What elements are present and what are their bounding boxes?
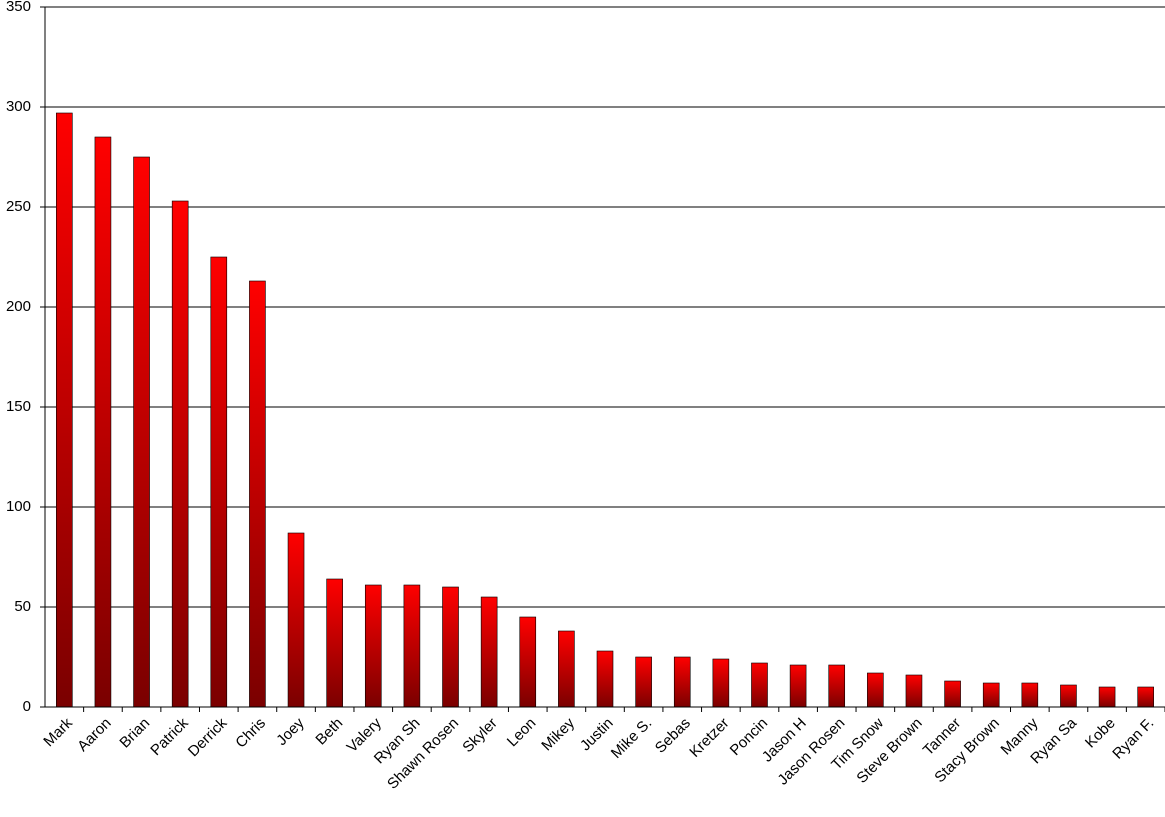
- y-tick-label: 250: [6, 198, 31, 215]
- y-tick-label: 100: [6, 498, 31, 515]
- bar: [673, 656, 691, 708]
- bar: [1021, 682, 1039, 708]
- x-tick-label: Leon: [504, 715, 540, 751]
- x-tick-label: Kretzer: [686, 715, 732, 761]
- y-tick-label: 50: [14, 598, 31, 615]
- bar: [56, 112, 73, 708]
- bar: [982, 682, 1000, 708]
- bar: [287, 532, 305, 708]
- x-tick-label: Aaron: [74, 715, 114, 755]
- bar: [133, 156, 150, 708]
- bar: [751, 662, 768, 708]
- x-tick-label: Mikey: [538, 714, 578, 754]
- x-tick-label: Patrick: [147, 714, 192, 759]
- y-tick-label: 200: [6, 298, 31, 315]
- bar: [635, 656, 652, 708]
- bar: [828, 664, 846, 708]
- x-tick-label: Derrick: [185, 714, 231, 760]
- x-tick-label: Joey: [273, 714, 308, 749]
- bar: [171, 200, 189, 708]
- x-tick-label: Beth: [312, 715, 346, 749]
- bar: [1137, 686, 1154, 708]
- bar: [249, 280, 266, 708]
- bar: [1098, 686, 1116, 708]
- bar: [789, 664, 807, 708]
- bar: [210, 256, 228, 708]
- x-tick-label: Ryan F.: [1109, 715, 1157, 763]
- bar: [905, 674, 923, 708]
- bar: [867, 672, 884, 708]
- x-tick-label: Mike S.: [608, 715, 655, 762]
- y-tick-label: 300: [6, 98, 31, 115]
- x-tick-label: Chris: [232, 715, 269, 752]
- bar: [94, 136, 112, 708]
- bar: [403, 584, 421, 708]
- y-tick-label: 0: [23, 698, 31, 715]
- bar: [364, 584, 382, 708]
- bar: [1060, 684, 1077, 708]
- x-tick-label: Mark: [40, 714, 76, 750]
- y-tick-label: 150: [6, 398, 31, 415]
- bar: [326, 578, 343, 708]
- bar: [480, 596, 498, 708]
- bar: [519, 616, 537, 708]
- bar: [558, 630, 575, 708]
- x-tick-label: Skyler: [459, 715, 500, 756]
- bar: [944, 680, 961, 708]
- bar: [712, 658, 730, 708]
- bar: [596, 650, 614, 708]
- y-tick-label: 350: [6, 0, 31, 15]
- bar: [442, 586, 459, 708]
